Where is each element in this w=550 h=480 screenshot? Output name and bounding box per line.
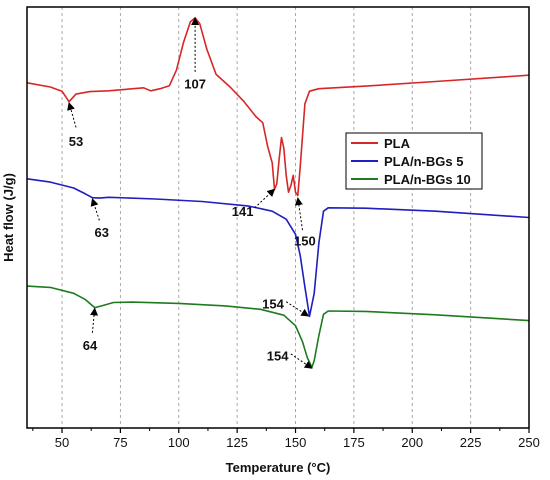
plot-frame (26, 6, 530, 429)
annotation-arrow-8 (290, 353, 313, 369)
legend-label-3: PLA/n-BGs 10 (384, 172, 471, 187)
annotation-arrow-6 (285, 301, 310, 317)
legend-label-2: PLA/n-BGs 5 (384, 154, 463, 169)
legend: PLA PLA/n-BGs 5 PLA/n-BGs 10 (345, 132, 483, 190)
x-tick-label-125: 125 (226, 435, 248, 450)
series-line-2 (26, 178, 530, 318)
annotation-label-5: 63 (94, 225, 108, 240)
annotation-label-8: 154 (267, 349, 289, 364)
annotation-arrow-3 (254, 188, 276, 209)
x-tick-label-100: 100 (168, 435, 190, 450)
x-axis-title: Temperature (°C) (226, 460, 331, 475)
annotations: 107 53 141 150 63 154 64 154 (67, 16, 316, 369)
annotation-arrow-4 (294, 197, 304, 231)
x-tick-label-250: 250 (518, 435, 540, 450)
x-tick-label-75: 75 (113, 435, 127, 450)
series-line-1 (26, 17, 530, 197)
annotation-label-1: 107 (184, 77, 206, 92)
x-tick-label-225: 225 (460, 435, 482, 450)
legend-label-1: PLA (384, 136, 411, 151)
x-tick-label-175: 175 (343, 435, 365, 450)
series-line-3 (26, 285, 530, 369)
x-tick-label-200: 200 (401, 435, 423, 450)
y-axis-title: Heat flow (J/g) (1, 173, 16, 262)
x-tick-label-50: 50 (55, 435, 69, 450)
annotation-arrow-7 (90, 307, 99, 333)
annotation-label-3: 141 (232, 204, 254, 219)
grid (61, 7, 472, 428)
annotation-arrow-2 (67, 102, 77, 128)
series-group (26, 17, 530, 369)
x-axis-ticks: 50 75 100 125 150 175 200 225 250 (32, 428, 540, 450)
annotation-label-2: 53 (69, 134, 83, 149)
annotation-label-7: 64 (83, 338, 98, 353)
x-tick-label-150: 150 (285, 435, 307, 450)
annotation-label-6: 154 (262, 296, 284, 311)
annotation-label-4: 150 (294, 234, 316, 249)
